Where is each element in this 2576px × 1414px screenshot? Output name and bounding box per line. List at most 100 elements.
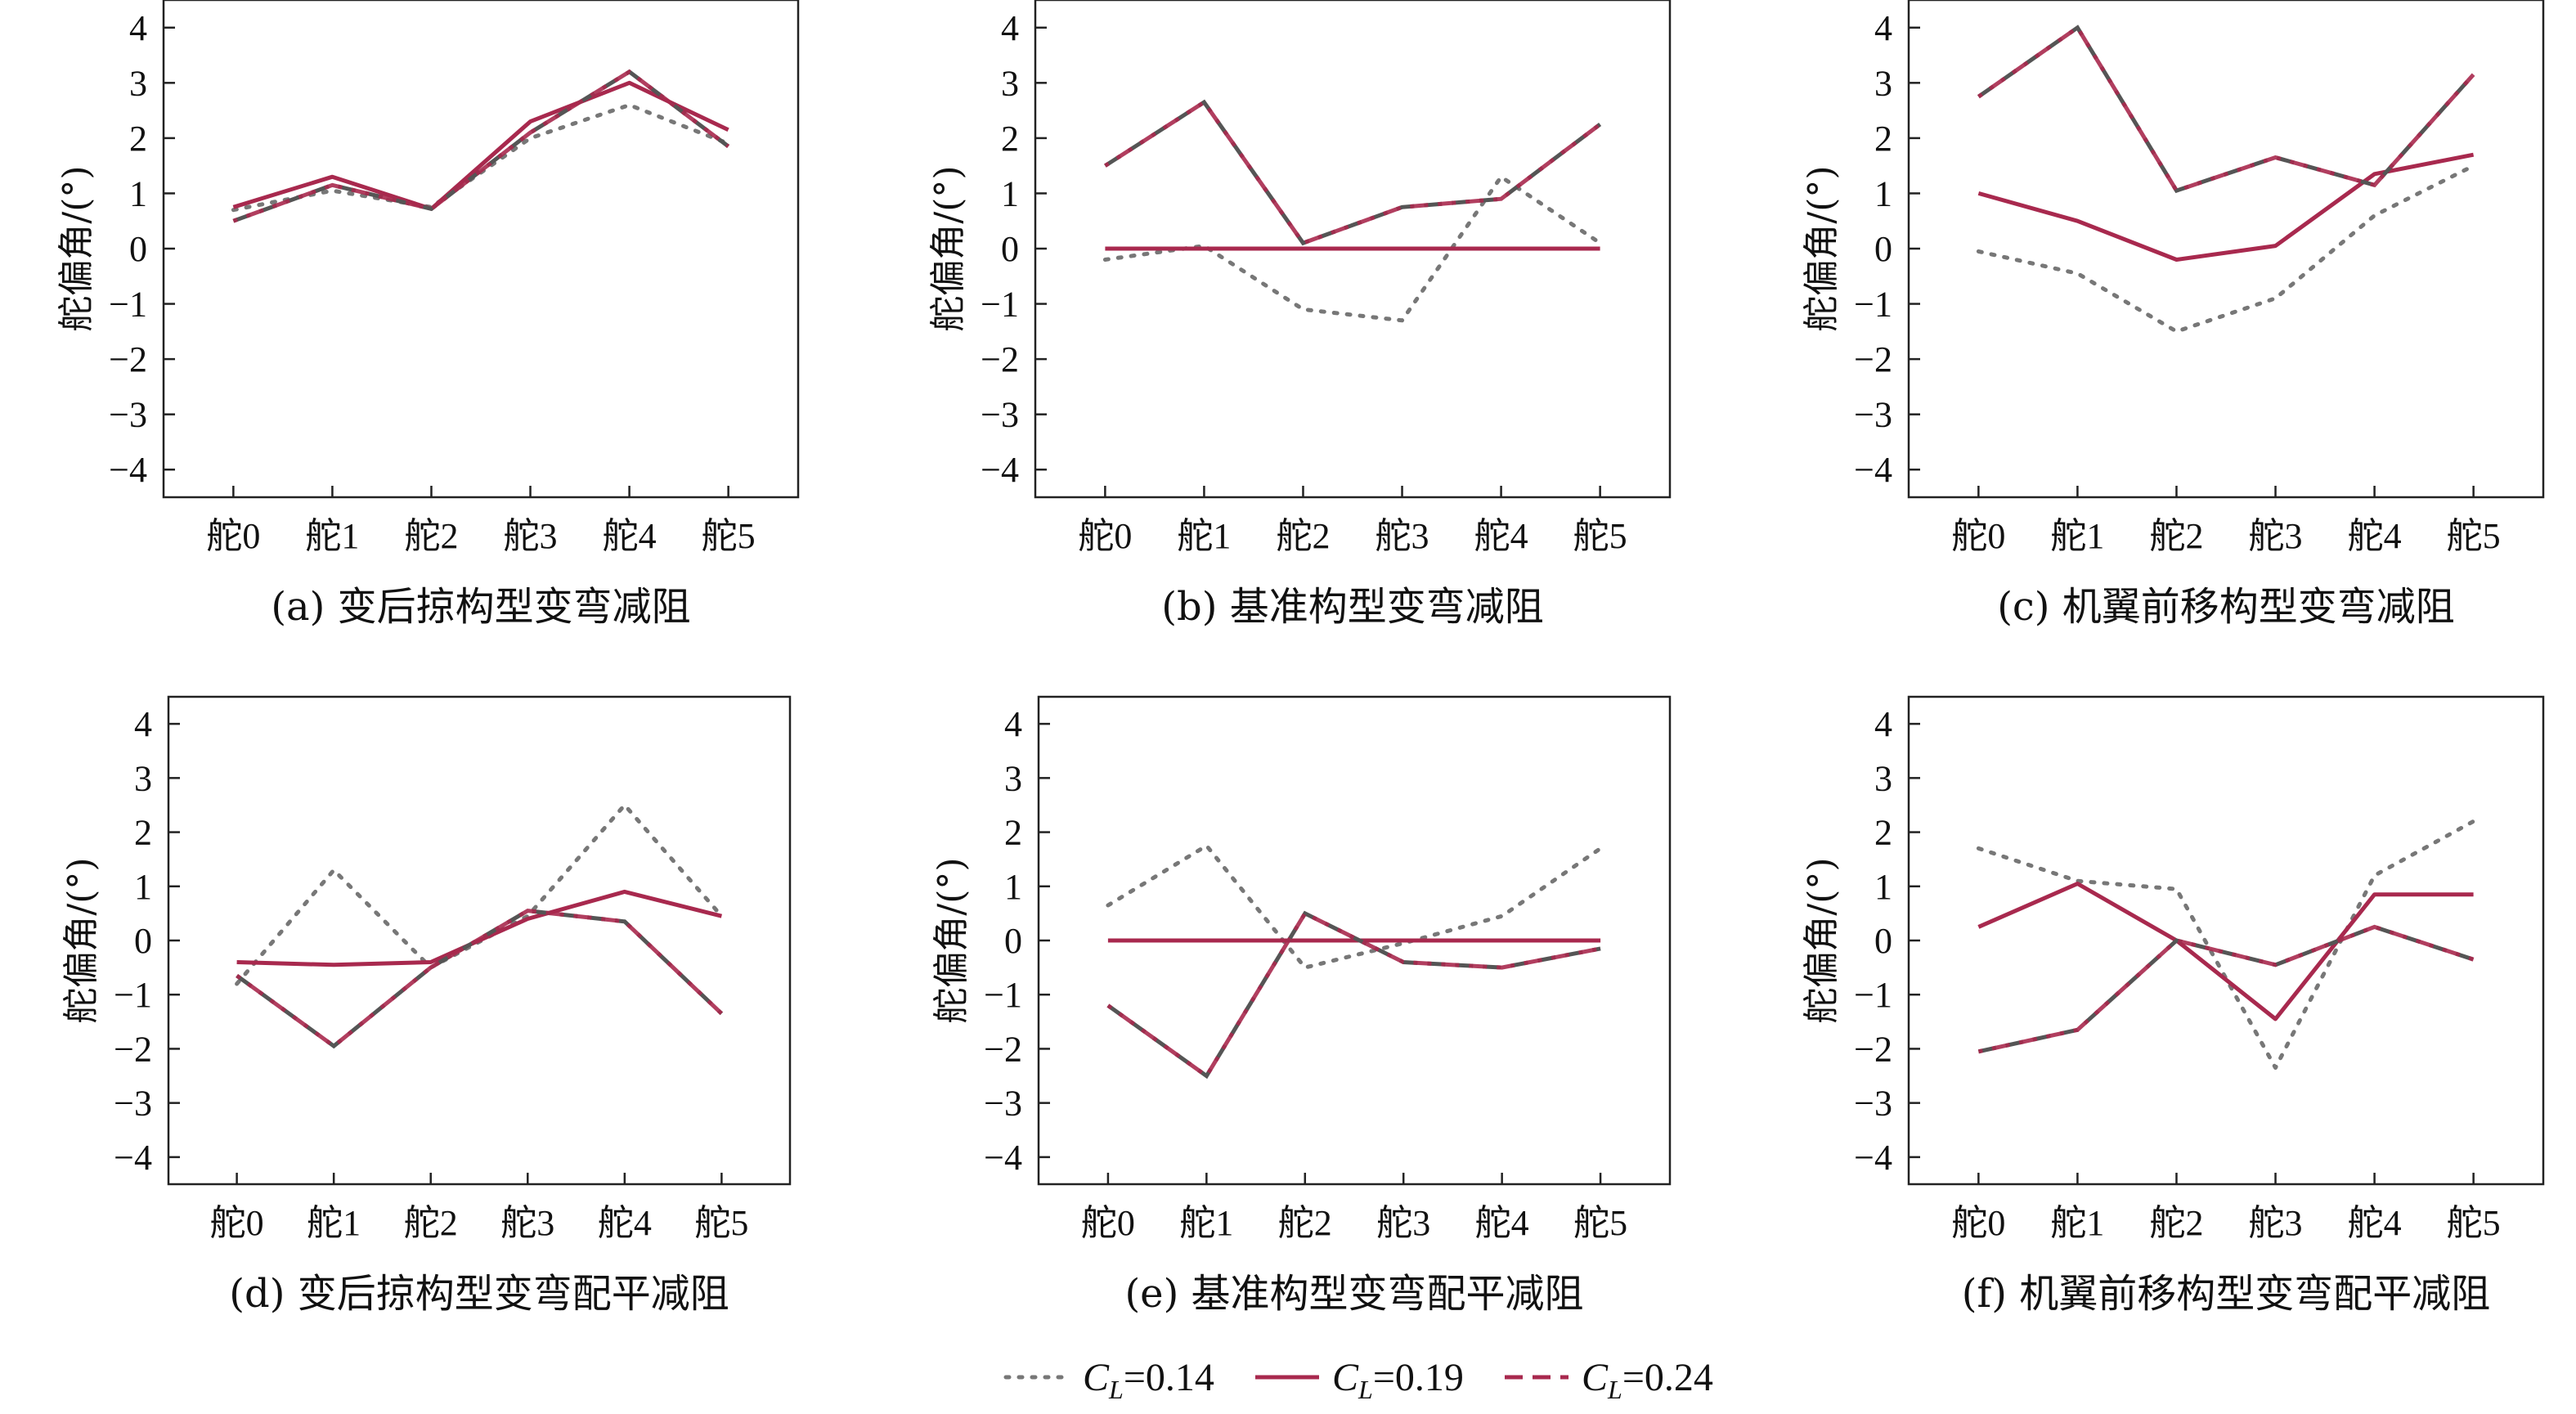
series-014: [1106, 843, 1603, 970]
series-line: [1976, 819, 2476, 1071]
legend-item: CL=0.24: [1505, 1356, 1713, 1404]
x-tick-label: 舵5: [1573, 516, 1627, 556]
y-tick-label: 4: [1874, 704, 1892, 744]
x-tick-label: 舵5: [2447, 516, 2501, 556]
y-tick-label: 0: [129, 229, 147, 269]
y-tick-label: 0: [1874, 921, 1892, 961]
series-line: [232, 80, 729, 211]
y-tick-label: 3: [134, 758, 152, 798]
y-tick-label: 2: [1004, 813, 1022, 853]
x-tick-label: 舵4: [1474, 516, 1528, 556]
series-line: [1976, 164, 2476, 334]
chart-panel: −4 −3 −2 −1 0 1 2 3 4 舵0 舵1 舵2 舵3 舵4 舵5 舵偏角/(°) (c) 机翼前移…: [1801, 0, 2545, 630]
panel-caption: (c) 机翼前移构型变弯减阻: [1997, 584, 2455, 630]
legend-sub: L: [1108, 1375, 1124, 1404]
x-tick-label: 舵0: [210, 1203, 264, 1243]
legend-value: =0.19: [1373, 1356, 1464, 1399]
x-tick-label: 舵5: [694, 1203, 748, 1243]
series-014: [1976, 819, 2476, 1071]
y-tick-label: −4: [981, 450, 1019, 490]
x-tick-label: 舵1: [1177, 516, 1231, 556]
y-tick-label: −3: [109, 395, 147, 435]
series-line: [1977, 924, 2475, 1054]
plot-frame: [1907, 0, 2545, 499]
series-line: [1977, 152, 2475, 262]
x-tick-label: 舵3: [504, 516, 558, 556]
y-tick-label: −1: [981, 285, 1019, 325]
x-tick-label: 舵3: [2249, 1203, 2303, 1243]
panel-caption: (a) 变后掠构型变弯减阻: [271, 584, 690, 630]
y-tick-label: −4: [109, 450, 147, 490]
y-axis-label: 舵偏角/(°): [1801, 165, 1842, 331]
legend-var: C: [1083, 1356, 1110, 1399]
y-tick-label: 4: [1874, 8, 1892, 48]
y-tick-label: 2: [129, 119, 147, 159]
series-line: [235, 802, 724, 986]
y-tick-label: 0: [134, 921, 152, 961]
y-tick-label: 2: [1874, 813, 1892, 853]
x-tick-label: 舵3: [1376, 1203, 1430, 1243]
x-tick-label: 舵0: [206, 516, 260, 556]
y-tick-label: 1: [129, 173, 147, 213]
y-tick-label: 2: [134, 813, 152, 853]
x-tick-label: 舵3: [2249, 516, 2303, 556]
legend-item: CL=0.19: [1255, 1356, 1464, 1404]
y-tick-label: −2: [981, 339, 1019, 379]
series-line: [232, 69, 730, 223]
x-tick-label: 舵2: [1276, 516, 1330, 556]
x-tick-label: 舵4: [1475, 1203, 1529, 1243]
y-tick-label: 3: [129, 63, 147, 103]
legend-sub: L: [1607, 1375, 1622, 1404]
y-tick-label: 4: [1001, 8, 1019, 48]
series-line: [1106, 910, 1601, 1080]
y-tick-label: 1: [1004, 867, 1022, 907]
series-line: [1104, 99, 1602, 246]
series-024: [1977, 25, 2475, 194]
y-tick-label: −1: [109, 285, 147, 325]
series-line: [1977, 882, 2474, 1021]
series-line: [232, 69, 730, 223]
legend-var: C: [1582, 1356, 1609, 1399]
x-tick-label: 舵4: [2348, 516, 2402, 556]
series-line: [1977, 25, 2475, 194]
legend-item: CL=0.14: [1003, 1356, 1214, 1404]
y-axis-label: 舵偏角/(°): [931, 857, 972, 1023]
y-tick-label: 0: [1004, 921, 1022, 961]
y-tick-label: 0: [1874, 229, 1892, 269]
y-tick-label: −3: [1854, 1084, 1892, 1124]
series-019: [1977, 152, 2475, 262]
y-tick-label: 3: [1001, 63, 1019, 103]
series-line: [236, 909, 724, 1049]
chart-panel: −4 −3 −2 −1 0 1 2 3 4 舵0 舵1 舵2 舵3 舵4 舵5 舵偏角/(°) (b) 基准构型…: [927, 0, 1672, 630]
y-tick-label: −1: [114, 975, 152, 1015]
x-tick-label: 舵1: [2050, 1203, 2104, 1243]
x-tick-label: 舵0: [1951, 1203, 2005, 1243]
y-tick-label: 1: [134, 867, 152, 907]
y-tick-label: −4: [1854, 450, 1892, 490]
y-tick-label: −3: [984, 1084, 1022, 1124]
legend: CL=0.14 CL=0.19 CL=0.24: [1003, 1356, 1713, 1404]
x-tick-label: 舵3: [500, 1203, 554, 1243]
panel-caption: (b) 基准构型变弯减阻: [1161, 584, 1543, 630]
y-tick-label: −1: [1854, 975, 1892, 1015]
chart-panel: −4 −3 −2 −1 0 1 2 3 4 舵0 舵1 舵2 舵3 舵4 舵5 舵偏角/(°) (a) 变后掠构…: [56, 0, 800, 630]
legend-label: CL=0.14: [1083, 1356, 1214, 1404]
legend-var: C: [1332, 1356, 1359, 1399]
series-014: [1976, 164, 2476, 334]
x-tick-label: 舵2: [404, 1203, 458, 1243]
chart-panel: −4 −3 −2 −1 0 1 2 3 4 舵0 舵1 舵2 舵3 舵4 舵5 舵偏角/(°) (e) 基准构型…: [931, 695, 1672, 1317]
series-line: [1977, 924, 2475, 1054]
plot-frame: [162, 0, 800, 499]
x-tick-label: 舵5: [2447, 1203, 2501, 1243]
legend-value: =0.14: [1124, 1356, 1214, 1399]
x-tick-label: 舵5: [1573, 1203, 1627, 1243]
y-tick-label: −4: [1854, 1138, 1892, 1178]
series-024: [1106, 910, 1601, 1080]
y-tick-label: −2: [1854, 1029, 1892, 1069]
y-tick-label: −2: [1854, 339, 1892, 379]
y-tick-label: −1: [1854, 285, 1892, 325]
plot-frame: [1907, 695, 2545, 1186]
chart-panels: −4 −3 −2 −1 0 1 2 3 4 舵0 舵1 舵2 舵3 舵4 舵5 舵偏角/(°) (a) 变后掠构…: [56, 0, 2545, 1317]
series-line: [1104, 99, 1602, 246]
x-tick-label: 舵1: [1179, 1203, 1233, 1243]
